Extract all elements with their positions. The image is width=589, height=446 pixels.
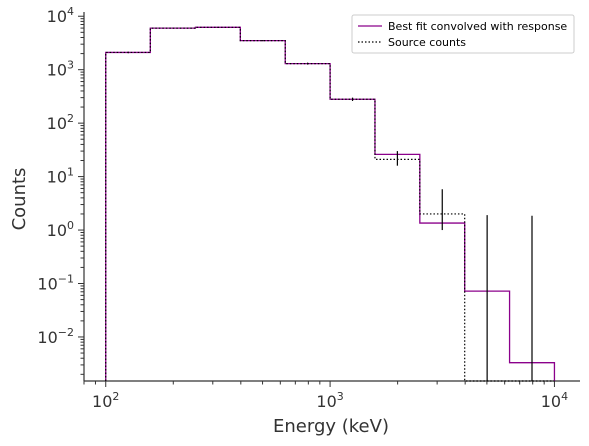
y-tick-label: 104 (47, 5, 74, 26)
legend-label-fit: Best fit convolved with response (388, 20, 567, 33)
x-axis-label: Energy (keV) (273, 416, 389, 437)
y-tick-label: 103 (47, 59, 74, 80)
x-tick-label: 103 (316, 390, 343, 411)
y-axis-label: Counts (9, 168, 30, 231)
legend-label-source: Source counts (388, 36, 466, 49)
axes-spines (83, 12, 580, 382)
x-axis-ticks: 102 103 104 (83, 381, 568, 411)
y-tick-label: 100 (47, 219, 74, 240)
error-bars (127, 26, 533, 381)
legend-box (351, 14, 575, 54)
y-tick-label: 10−1 (37, 273, 74, 294)
x-tick-label: 104 (541, 390, 568, 411)
x-tick-label: 102 (92, 390, 119, 411)
y-axis-ticks: 10−2 10−1 100 101 102 103 104 (37, 5, 84, 375)
y-tick-label: 101 (47, 166, 74, 187)
y-tick-label: 10−2 (37, 326, 74, 347)
y-tick-label: 102 (47, 112, 74, 133)
legend: Best fit convolved with response Source … (351, 14, 575, 54)
